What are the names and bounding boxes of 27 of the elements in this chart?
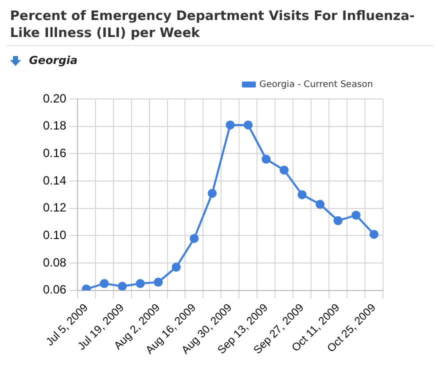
y-tick-label: 0.12 <box>42 200 67 215</box>
point <box>226 120 235 130</box>
point <box>352 210 361 220</box>
y-tick-label: 0.08 <box>42 255 67 270</box>
y-tick-label: 0.10 <box>42 228 67 242</box>
y-tick-label: 0.20 <box>42 91 67 106</box>
point <box>136 279 145 288</box>
point <box>118 282 127 290</box>
point <box>334 216 343 226</box>
point <box>190 234 199 243</box>
point <box>208 188 217 198</box>
y-tick-label: 0.06 <box>42 282 67 297</box>
y-tick-label: 0.18 <box>42 118 67 133</box>
point <box>154 278 163 287</box>
y-tick-label: 0.16 <box>42 146 67 160</box>
point <box>172 262 181 272</box>
y-tick-label: 0.14 <box>42 173 67 188</box>
point <box>262 154 271 164</box>
chart-title: Percent of Emergency Department Visits For Influenza-Like Illness (ILI) per Week <box>10 8 416 42</box>
point <box>316 200 325 209</box>
legend-label: Georgia - Current Season <box>259 80 374 90</box>
point <box>370 230 379 239</box>
point <box>100 279 109 288</box>
point <box>280 166 289 175</box>
chart-subtitle: Georgia <box>29 54 78 67</box>
point <box>298 190 307 200</box>
point <box>244 120 253 130</box>
